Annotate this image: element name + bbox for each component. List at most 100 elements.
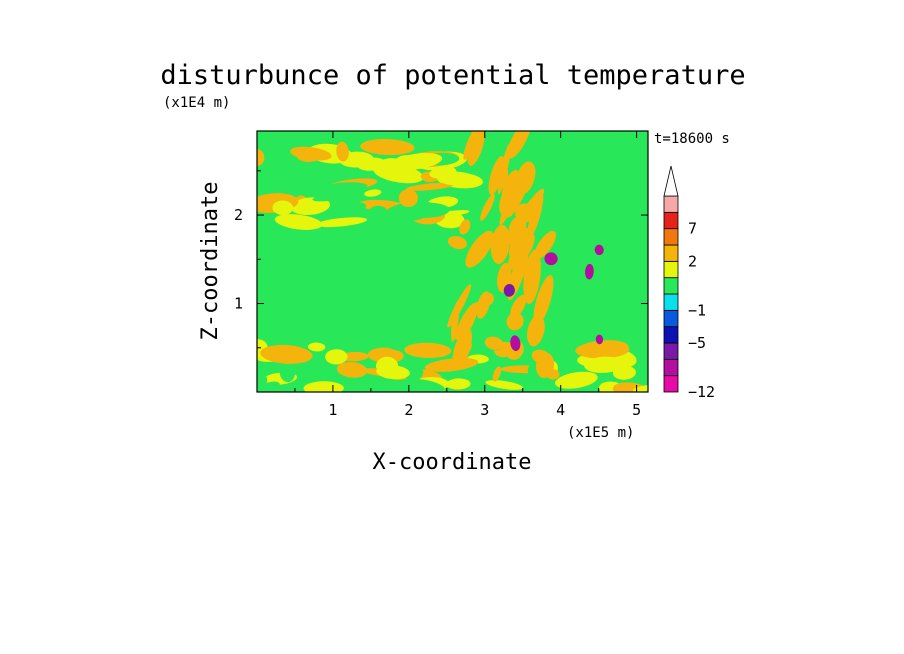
colorbar-segment <box>663 326 679 344</box>
contour-region <box>544 252 558 266</box>
contour-region <box>364 189 382 197</box>
colorbar-segment <box>663 211 679 230</box>
contour-region <box>490 224 510 265</box>
x-unit-label: (x1E5 m) <box>567 425 634 441</box>
contour-region <box>290 197 331 215</box>
contour-region <box>499 178 523 226</box>
x-tick-label: 3 <box>480 401 489 419</box>
chart-title: disturbunce of potential temperature <box>160 60 745 91</box>
contour-region <box>484 336 504 350</box>
y-unit-label: (x1E4 m) <box>163 95 230 111</box>
contour-region <box>480 193 495 221</box>
contour-region <box>454 303 476 340</box>
contour-region <box>533 275 554 327</box>
contour-region <box>463 131 480 160</box>
contour-region <box>405 202 450 218</box>
contour-region <box>352 202 367 210</box>
colorbar: −12−5−127 <box>663 165 715 401</box>
colorbar-segment <box>663 244 679 262</box>
y-axis: 12 <box>234 170 648 349</box>
contour-field <box>257 131 648 392</box>
plot-frame <box>256 130 649 393</box>
contour-region <box>315 217 368 228</box>
contour-region <box>318 182 368 193</box>
contour-region <box>404 342 452 359</box>
contour-region <box>336 141 349 162</box>
contour-region <box>290 146 332 161</box>
contour-region <box>360 139 415 156</box>
contour-region <box>503 284 515 297</box>
contour-region <box>263 381 280 390</box>
contour-region <box>465 230 494 268</box>
x-axis: 1 2 3 4 5 <box>294 131 641 419</box>
contour-region <box>506 312 524 331</box>
y-tick-label: 1 <box>234 295 243 313</box>
contour-region <box>272 200 294 215</box>
contour-region <box>429 166 457 179</box>
contour-region <box>527 190 544 239</box>
contour-region <box>510 335 521 351</box>
colorbar-segment <box>663 260 679 279</box>
contour-region <box>510 295 527 319</box>
x-tick-label: 5 <box>632 401 641 419</box>
contour-region <box>383 181 404 199</box>
contour-region <box>369 205 387 217</box>
contour-region <box>632 384 648 392</box>
contour-region <box>584 356 624 374</box>
contour-region <box>531 349 551 365</box>
colorbar-segment <box>663 228 679 246</box>
contour-region <box>376 365 410 380</box>
colorbar-tick-label: 2 <box>688 252 697 270</box>
contour-region <box>575 341 630 359</box>
contour-region <box>594 244 604 256</box>
colorbar-segment <box>663 358 679 377</box>
contour-region <box>488 155 505 195</box>
contour-region <box>523 249 541 305</box>
contour-region <box>507 131 531 159</box>
contour-region <box>392 153 443 170</box>
colorbar-segment <box>663 342 679 360</box>
colorbar-segment <box>663 293 679 311</box>
contour-region <box>595 334 604 345</box>
contour-region <box>357 157 386 171</box>
contour-region <box>367 347 404 364</box>
contour-region <box>307 342 326 352</box>
colorbar-segment <box>663 309 679 328</box>
contour-region <box>275 215 305 224</box>
contour-region <box>260 344 313 364</box>
contour-region <box>467 131 486 166</box>
y-axis-label: Z-coordinate <box>198 182 223 341</box>
contour-region <box>497 143 511 195</box>
contour-region <box>446 378 471 390</box>
contour-region <box>336 361 368 378</box>
contour-region <box>325 349 348 365</box>
contour-region <box>398 189 418 207</box>
x-tick-label: 4 <box>556 401 565 419</box>
contour-region <box>451 301 460 343</box>
contour-region <box>527 315 545 347</box>
x-tick-label: 2 <box>404 401 413 419</box>
colorbar-extend-arrow <box>663 165 679 197</box>
colorbar-segment <box>663 195 679 213</box>
contour-region <box>555 371 598 389</box>
contour-region <box>508 215 527 241</box>
x-axis-label: X-coordinate <box>373 450 532 475</box>
colorbar-segment <box>663 277 679 295</box>
y-tick-label: 2 <box>234 206 243 224</box>
contour-region <box>492 366 502 382</box>
contour-region <box>485 380 524 390</box>
colorbar-tick-label: −1 <box>688 301 706 319</box>
colorbar-tick-label: −12 <box>688 383 715 401</box>
colorbar-tick-label: −5 <box>688 334 706 352</box>
contour-region <box>279 362 296 383</box>
time-label: t=18600 s <box>654 131 730 147</box>
contour-region <box>507 233 535 270</box>
contour-region <box>519 163 536 194</box>
contour-region <box>406 182 455 191</box>
contour-region <box>312 191 353 202</box>
contour-region <box>257 372 268 388</box>
contour-region <box>534 230 556 260</box>
contour-region <box>585 263 594 280</box>
colorbar-tick-label: 7 <box>688 220 697 238</box>
